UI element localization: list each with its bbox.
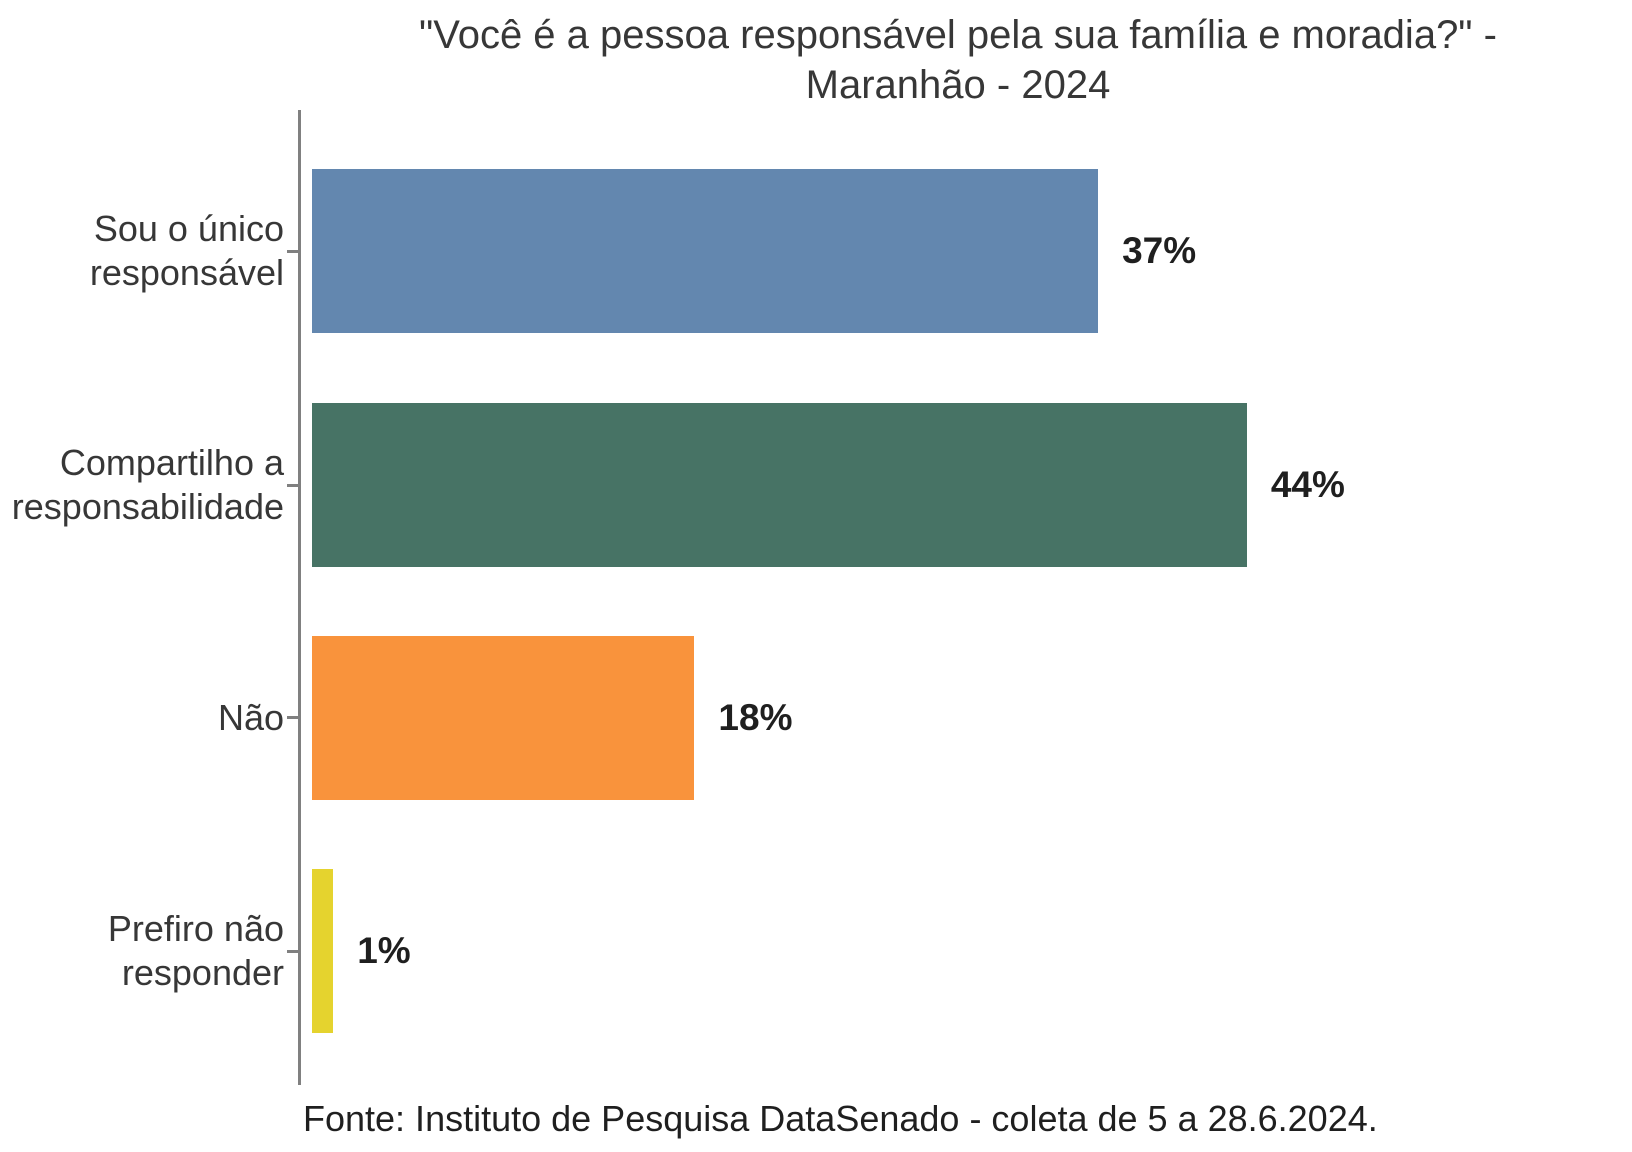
category-label-compartilho-a-responsabilidade: Compartilho a responsabilidade	[11, 442, 284, 527]
bar-row: 18%	[302, 636, 1632, 800]
bar	[312, 869, 334, 1033]
value-label: 18%	[718, 697, 793, 738]
category-label-sou-o-unico-responsavel: Sou o único responsável	[89, 208, 284, 293]
axis-tick	[287, 716, 300, 719]
axis-tick	[287, 250, 300, 253]
chart-title-line-2: Maranhão - 2024	[805, 63, 1111, 107]
axis-tick	[287, 484, 300, 487]
bar	[312, 636, 695, 800]
axis-tick	[287, 950, 300, 953]
chart-title: "Você é a pessoa responsável pela sua fa…	[300, 10, 1616, 110]
bar	[312, 403, 1247, 567]
source-note: Fonte: Instituto de Pesquisa DataSenado …	[303, 1098, 1378, 1139]
value-label: 1%	[357, 930, 411, 971]
bar	[312, 169, 1099, 333]
bar-row: 37%	[302, 169, 1632, 333]
value-label: 44%	[1270, 464, 1345, 505]
chart-title-line-1: "Você é a pessoa responsável pela sua fa…	[419, 13, 1497, 57]
category-label-nao: Não	[217, 697, 284, 738]
plot-panel: 37% 44% 18% 1%	[302, 110, 1632, 1085]
category-label-prefiro-nao-responder: Prefiro não responder	[107, 908, 284, 993]
y-axis-line	[298, 110, 301, 1085]
bar-row: 1%	[302, 869, 1632, 1033]
bar-row: 44%	[302, 403, 1632, 567]
value-label: 37%	[1122, 230, 1197, 271]
